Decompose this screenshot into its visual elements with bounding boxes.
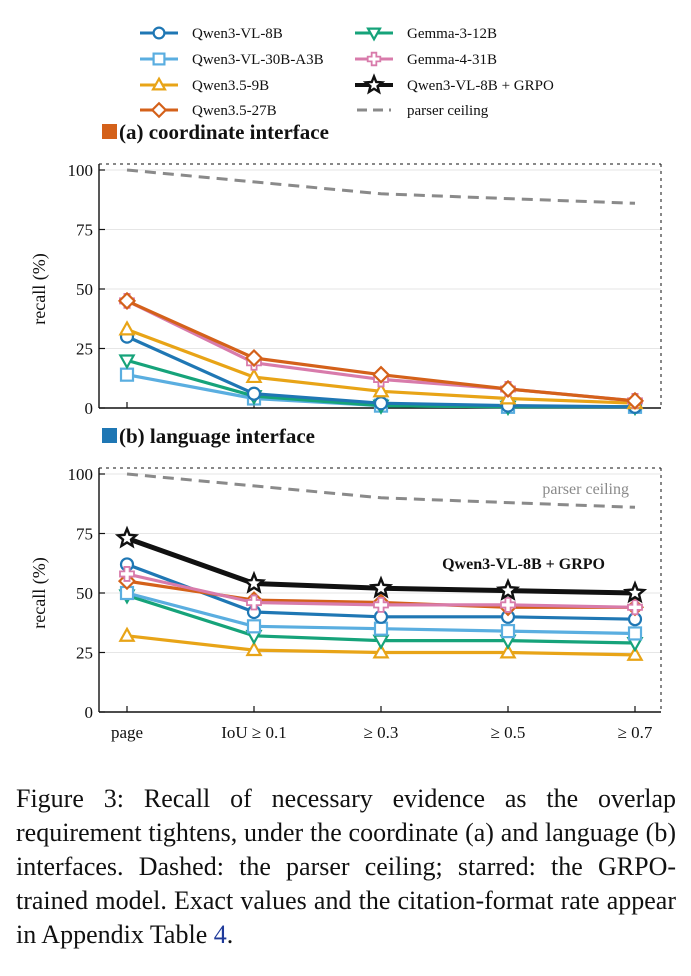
panel-b-language-interface: (b) language interface 0 25 50 75 100 page IoU … bbox=[29, 424, 662, 742]
legend-label-grpo: Qwen3-VL-8B + GRPO bbox=[407, 78, 554, 94]
y-tick-label: 25 bbox=[76, 644, 93, 663]
point-qwen3_vl_30b bbox=[119, 367, 135, 382]
point-qwen3_vl_30b bbox=[627, 626, 643, 641]
point-grpo bbox=[368, 575, 394, 599]
panel-title-marker bbox=[102, 428, 117, 443]
point-qwen35_9b bbox=[372, 643, 390, 659]
y-tick-label: 50 bbox=[76, 584, 93, 603]
y-axis-label: recall (%) bbox=[29, 557, 50, 628]
point-grpo bbox=[114, 525, 140, 549]
caption-table-ref[interactable]: 4 bbox=[213, 920, 227, 949]
point-qwen3_vl_30b bbox=[373, 621, 389, 636]
y-tick-label: 100 bbox=[68, 465, 94, 484]
legend-entry-ceiling: parser ceiling bbox=[357, 103, 489, 119]
point-qwen35_27b bbox=[625, 391, 645, 410]
x-tick-label: ≥ 0.3 bbox=[364, 723, 399, 742]
y-tick-label: 100 bbox=[68, 161, 94, 180]
point-qwen35_9b bbox=[118, 320, 136, 336]
panel-a-coordinate-interface: (a) coordinate interface 0 25 50 75 100 recall… bbox=[29, 120, 662, 418]
point-qwen3_vl_30b bbox=[246, 619, 262, 634]
x-tick-label: IoU ≥ 0.1 bbox=[221, 723, 287, 742]
y-tick-label: 0 bbox=[85, 399, 94, 418]
point-gemma4_31b bbox=[500, 597, 516, 613]
legend-entry-grpo: Qwen3-VL-8B + GRPO bbox=[355, 73, 554, 95]
legend-label-qwen35_27b: Qwen3.5-27B bbox=[192, 103, 277, 119]
point-gemma4_31b bbox=[627, 599, 643, 616]
y-tick-label: 75 bbox=[76, 525, 93, 544]
y-tick-label: 25 bbox=[76, 340, 93, 359]
point-qwen35_27b bbox=[117, 291, 137, 310]
legend-marker-gemma4_31b bbox=[366, 51, 382, 67]
series-qwen35_27b bbox=[117, 291, 645, 410]
legend-marker-gemma3_12b bbox=[366, 27, 382, 42]
point-gemma4_31b bbox=[246, 594, 262, 611]
point-grpo bbox=[622, 580, 648, 604]
point-qwen35_9b bbox=[499, 643, 517, 659]
legend-label-gemma3_12b: Gemma-3-12B bbox=[407, 26, 497, 42]
point-gemma4_31b bbox=[119, 566, 135, 582]
legend-entry-gemma4_31b: Gemma-4-31B bbox=[355, 51, 497, 68]
point-qwen35_27b bbox=[498, 379, 518, 399]
series-ceiling bbox=[126, 472, 636, 509]
point-qwen35_9b bbox=[118, 626, 136, 642]
series-grpo bbox=[114, 525, 648, 604]
point-gemma4_31b bbox=[373, 597, 389, 613]
legend-marker-grpo bbox=[362, 73, 386, 95]
series-qwen3_vl_8b bbox=[119, 329, 643, 414]
series-qwen3_vl_30b bbox=[119, 585, 643, 641]
series-qwen35_9b bbox=[118, 626, 644, 661]
point-qwen3_vl_30b bbox=[500, 623, 516, 639]
point-grpo bbox=[495, 577, 521, 601]
y-axis-label: recall (%) bbox=[29, 253, 50, 324]
legend-entry-gemma3_12b: Gemma-3-12B bbox=[355, 26, 497, 42]
legend-entry-qwen3_vl_8b: Qwen3-VL-8B bbox=[140, 26, 283, 42]
point-qwen35_9b bbox=[245, 367, 263, 384]
legend-label-ceiling: parser ceiling bbox=[407, 103, 489, 119]
series-gemma4_31b bbox=[119, 566, 643, 616]
legend-marker-qwen35_9b bbox=[151, 76, 167, 91]
caption-text: Figure 3: Recall of necessary evidence a… bbox=[16, 784, 676, 949]
legend: Qwen3-VL-8B Qwen3-VL-30B-A3B Qwen3.5-9B Qwe… bbox=[140, 26, 554, 119]
caption-end: . bbox=[226, 920, 234, 949]
legend-label-qwen3_vl_30b: Qwen3-VL-30B-A3B bbox=[192, 52, 324, 68]
annotation-grpo: Qwen3-VL-8B + GRPO bbox=[442, 556, 605, 573]
legend-entry-qwen35_9b: Qwen3.5-9B bbox=[140, 76, 269, 94]
point-qwen35_27b bbox=[244, 348, 264, 368]
point-gemma3_12b bbox=[118, 354, 136, 370]
legend-entry-qwen35_27b: Qwen3.5-27B bbox=[140, 101, 277, 119]
legend-marker-qwen35_27b bbox=[150, 101, 168, 119]
line-ceiling bbox=[126, 168, 636, 205]
legend-marker-qwen3_vl_30b bbox=[152, 52, 166, 66]
y-tick-label: 0 bbox=[85, 703, 94, 722]
line-ceiling bbox=[126, 472, 636, 509]
series-ceiling bbox=[126, 168, 636, 205]
figure-caption: Figure 3: Recall of necessary evidence a… bbox=[16, 782, 676, 952]
point-qwen3_vl_8b bbox=[373, 396, 389, 411]
figure-3: Qwen3-VL-8B Qwen3-VL-30B-A3B Qwen3.5-9B Qwe… bbox=[29, 26, 662, 742]
legend-label-gemma4_31b: Gemma-4-31B bbox=[407, 52, 497, 68]
point-grpo bbox=[241, 570, 267, 594]
legend-label-qwen35_9b: Qwen3.5-9B bbox=[192, 78, 269, 94]
panel-title: (b) language interface bbox=[119, 424, 315, 448]
y-tick-label: 50 bbox=[76, 280, 93, 299]
point-qwen35_27b bbox=[371, 365, 391, 384]
legend-marker-qwen3_vl_8b bbox=[152, 26, 166, 40]
x-tick-label: ≥ 0.7 bbox=[618, 723, 653, 742]
x-tick-label: page bbox=[111, 723, 143, 742]
point-qwen35_9b bbox=[245, 640, 263, 657]
y-tick-label: 75 bbox=[76, 221, 93, 240]
point-qwen35_9b bbox=[372, 382, 390, 398]
point-qwen35_9b bbox=[626, 645, 644, 661]
legend-label-qwen3_vl_8b: Qwen3-VL-8B bbox=[192, 26, 283, 42]
panel-title: (a) coordinate interface bbox=[119, 120, 329, 144]
panel-title-marker bbox=[102, 124, 117, 139]
annotation-parser-ceiling: parser ceiling bbox=[542, 481, 629, 498]
legend-entry-qwen3_vl_30b: Qwen3-VL-30B-A3B bbox=[140, 52, 324, 68]
x-tick-label: ≥ 0.5 bbox=[491, 723, 526, 742]
point-qwen3_vl_8b bbox=[246, 386, 262, 401]
